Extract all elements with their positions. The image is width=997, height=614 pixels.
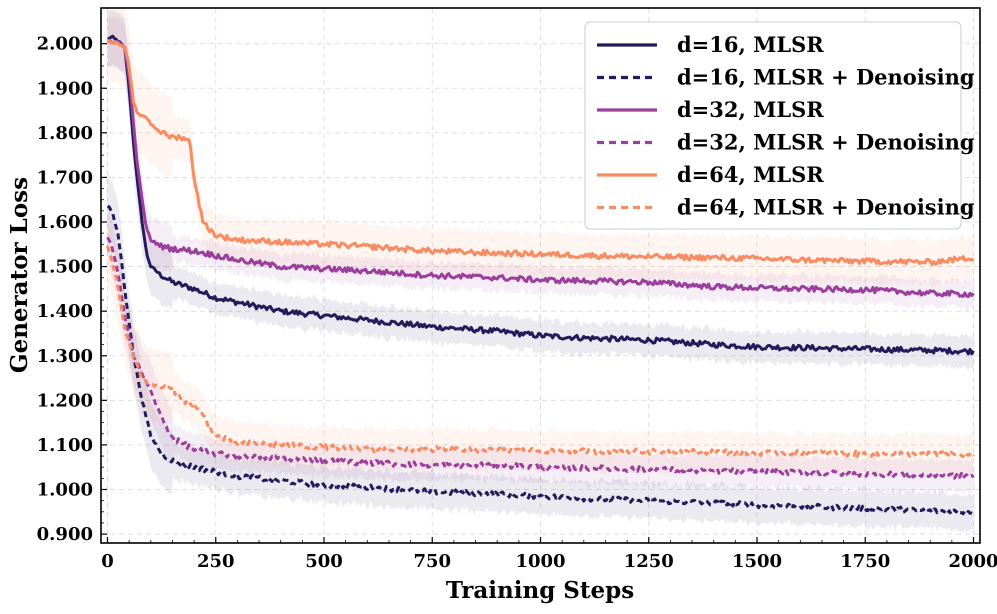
series-line-1 (107, 34, 975, 356)
legend-label-2: d=16, MLSR + Denoising (677, 65, 975, 90)
legend-label-4: d=32, MLSR + Denoising (677, 130, 975, 155)
x-tick-label: 1500 (732, 551, 782, 572)
x-tick-label: 1750 (840, 551, 890, 572)
series-line-6 (106, 245, 975, 459)
series-line-3 (107, 39, 975, 298)
series-line-2 (106, 204, 975, 516)
x-tick-label: 750 (413, 551, 451, 572)
y-tick-label: 1.800 (37, 123, 93, 144)
x-tick-label: 1250 (624, 551, 674, 572)
series-band-2 (107, 172, 974, 534)
x-tick-label: 500 (305, 551, 343, 572)
legend-box (584, 21, 962, 230)
x-tick-label: 250 (197, 551, 235, 572)
y-tick-label: 2.000 (37, 34, 93, 55)
y-tick-label: 1.600 (37, 212, 93, 233)
y-axis-title: Generator Loss (6, 177, 33, 373)
y-tick-label: 1.000 (37, 480, 93, 501)
series-line-5 (106, 39, 975, 266)
series-band-3 (107, 15, 974, 312)
y-tick-label: 1.200 (37, 390, 93, 411)
y-tick-label: 1.900 (37, 78, 93, 99)
series-band-6 (107, 208, 974, 479)
series-band-1 (107, 9, 974, 371)
legend: d=16, MLSR d=16, MLSR + Denoising d=32, ML… (584, 21, 975, 230)
y-tick-label: 1.500 (37, 257, 93, 278)
legend-label-5: d=64, MLSR (677, 162, 824, 187)
series-line-4 (106, 236, 975, 480)
series-lines (106, 34, 975, 516)
x-tick-label: 2000 (948, 551, 997, 572)
y-tick-label: 1.300 (37, 346, 93, 367)
y-tick-label: 1.100 (37, 435, 93, 456)
legend-label-3: d=32, MLSR (677, 97, 824, 122)
x-axis-title: Training Steps (446, 577, 634, 604)
y-tick-label: 1.400 (37, 301, 93, 322)
axis-ticks: 0 250 500 750 1000 1250 1500 1750 2000 0.900 1.000… (37, 34, 997, 572)
y-tick-label: 1.700 (37, 167, 93, 188)
y-tick-label: 0.900 (37, 524, 93, 545)
legend-label-6: d=64, MLSR + Denoising (677, 195, 975, 220)
x-tick-label: 0 (101, 551, 114, 572)
legend-label-1: d=16, MLSR (677, 32, 824, 57)
x-tick-label: 1000 (515, 551, 565, 572)
series-band-5 (107, 8, 974, 289)
